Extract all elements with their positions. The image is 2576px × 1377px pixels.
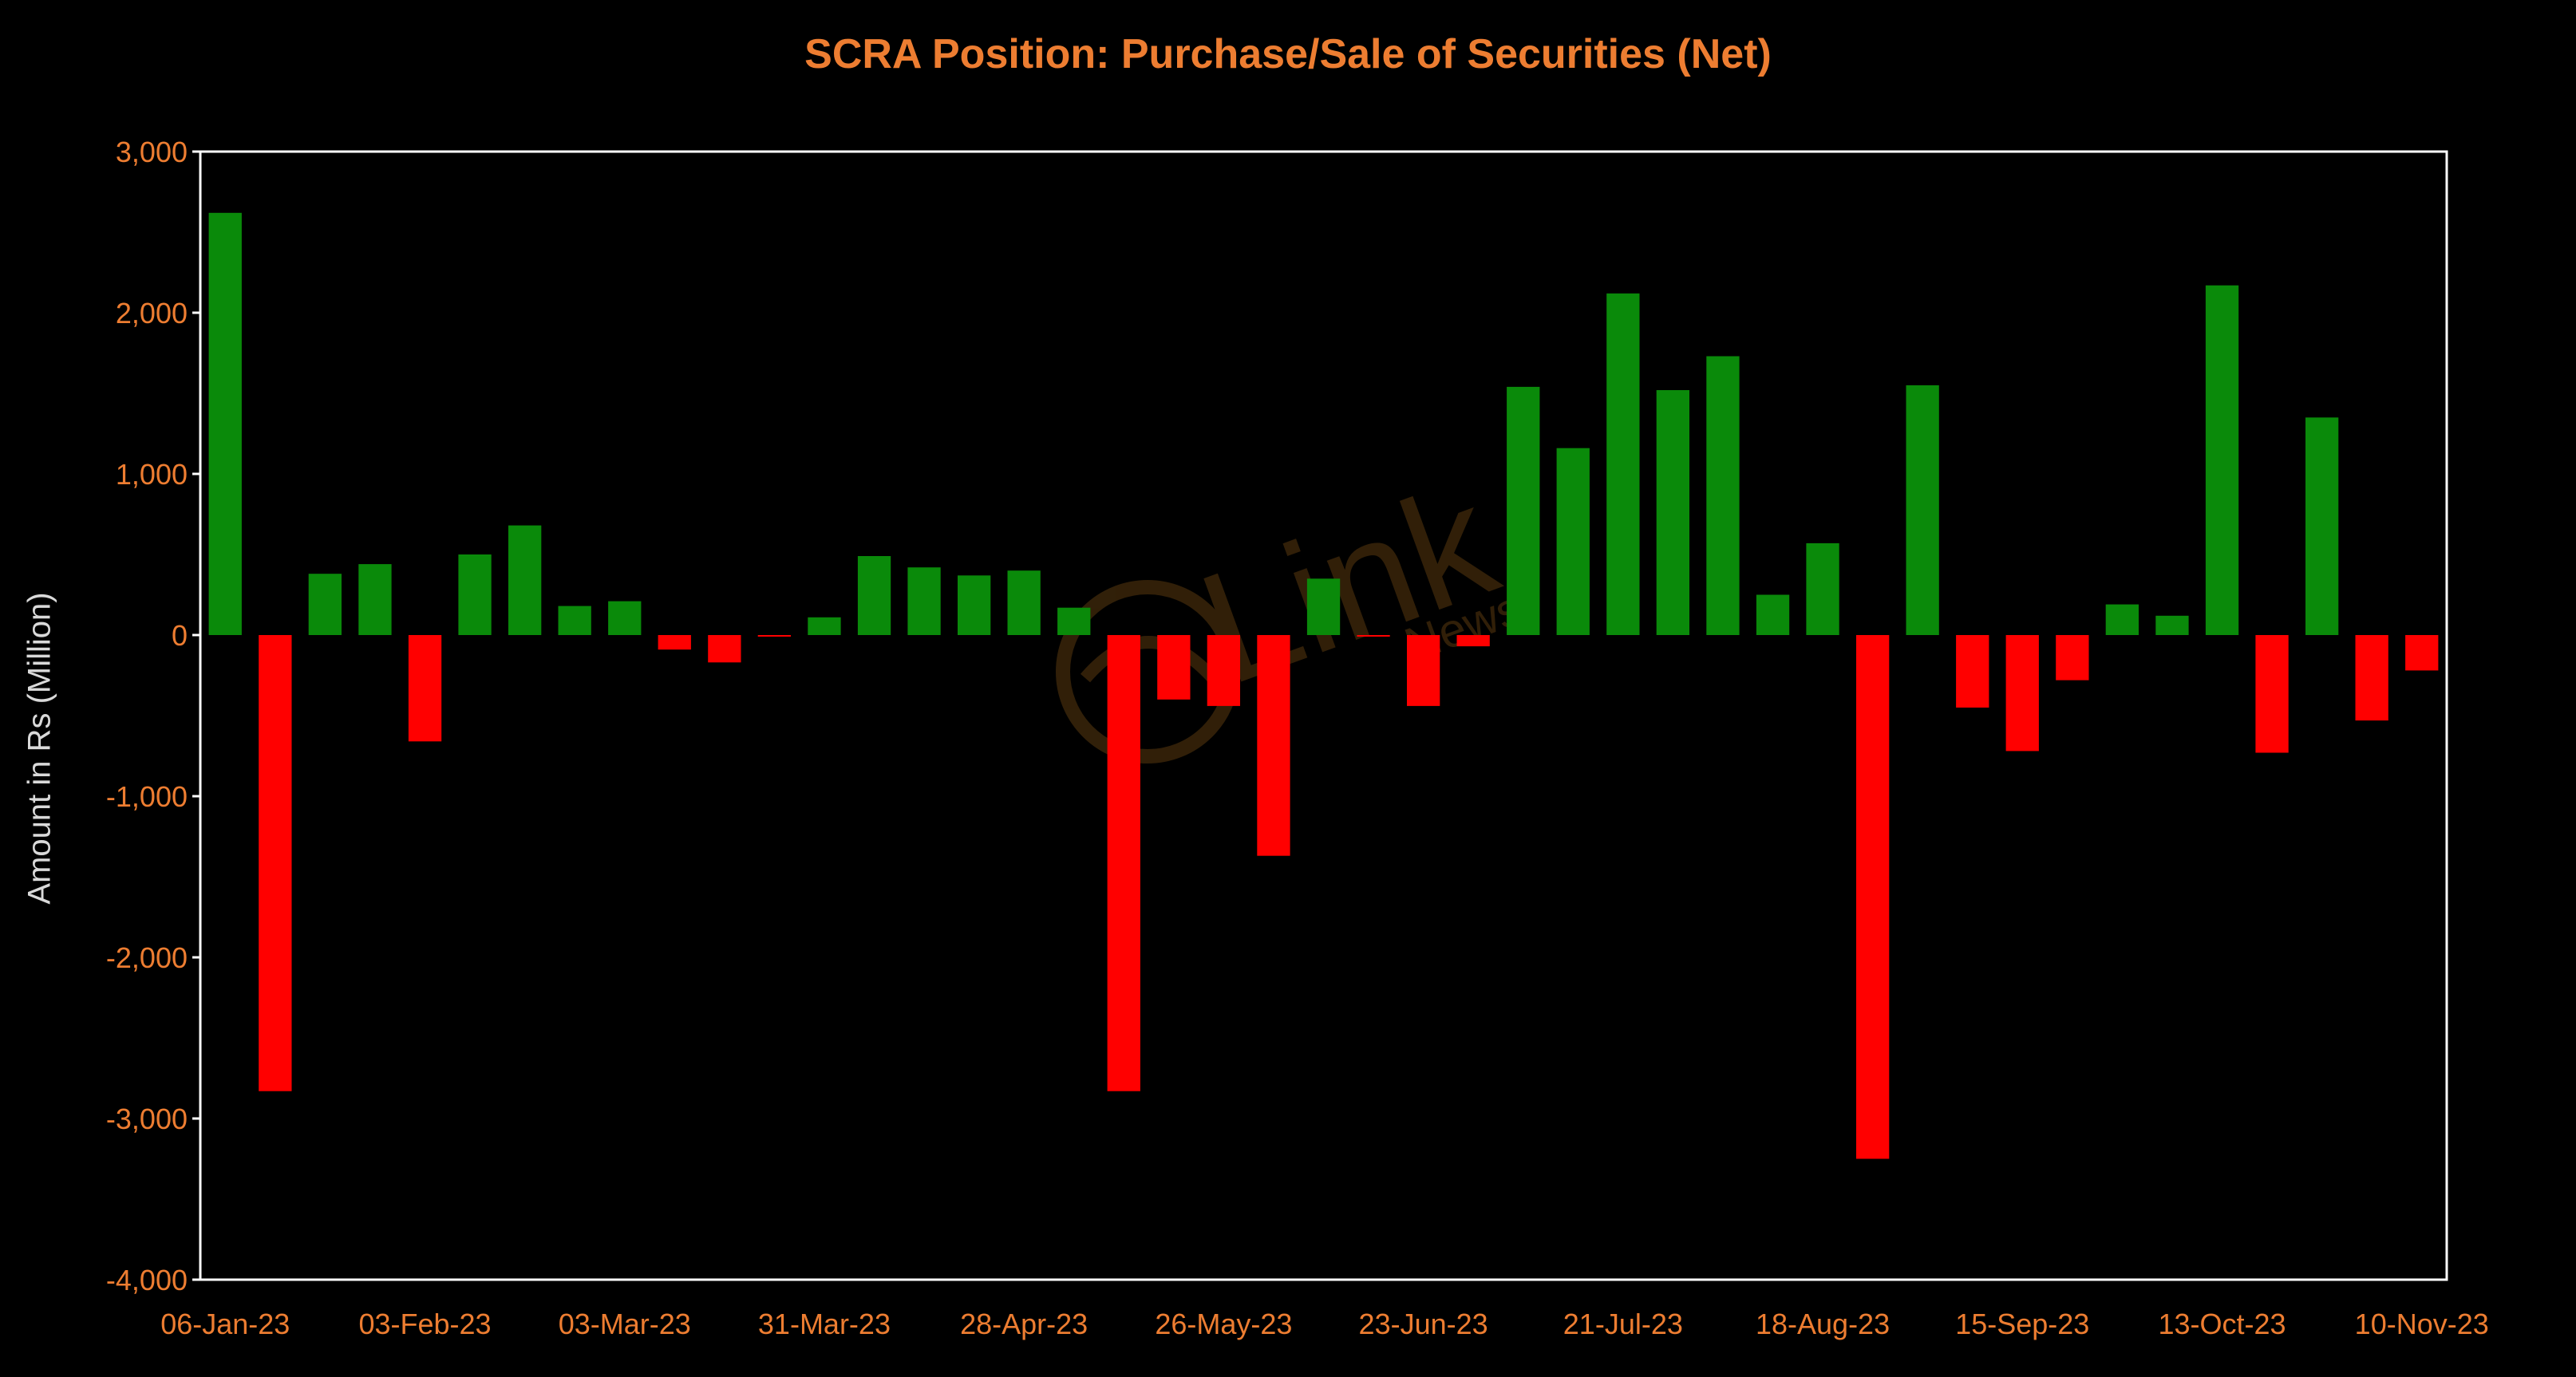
bar (1956, 635, 1989, 708)
bar (1856, 635, 1890, 1159)
bar (658, 635, 691, 650)
bar (2255, 635, 2289, 753)
y-tick-label: 2,000 (116, 297, 188, 329)
bar (458, 554, 492, 635)
bar (2105, 604, 2139, 635)
chart-title: SCRA Position: Purchase/Sale of Securiti… (804, 31, 1772, 77)
y-tick-label: -4,000 (106, 1264, 188, 1296)
y-tick-label: -3,000 (106, 1103, 188, 1135)
bar (2005, 635, 2039, 752)
bar (608, 601, 642, 635)
x-tick-label: 18-Aug-23 (1756, 1308, 1890, 1340)
plot-area-frame (199, 150, 2448, 1281)
bar (2056, 635, 2089, 681)
y-axis-ticks: 3,000 2,000 1,000 0 -1,000 -2,000 -3,000 -4,000 (106, 136, 200, 1296)
bar (1157, 635, 1191, 700)
bar (208, 212, 242, 635)
bar (2405, 635, 2439, 671)
bar (708, 635, 741, 663)
bar (2355, 635, 2388, 721)
x-tick-label: 23-Jun-23 (1359, 1308, 1488, 1340)
bar (958, 575, 991, 635)
x-tick-label: 13-Oct-23 (2158, 1308, 2286, 1340)
x-axis-ticks: 06-Jan-23 03-Feb-23 03-Mar-23 31-Mar-23 28-A… (160, 1308, 2489, 1340)
bar (1456, 635, 1490, 647)
bar (907, 567, 941, 635)
x-tick-label: 31-Mar-23 (758, 1308, 891, 1340)
x-tick-label: 03-Feb-23 (358, 1308, 491, 1340)
bar (1107, 635, 1140, 1091)
x-tick-label: 28-Apr-23 (960, 1308, 1088, 1340)
bar (1507, 386, 1540, 635)
y-tick-label: -1,000 (106, 780, 188, 813)
bar (1756, 594, 1790, 635)
bar (508, 525, 542, 635)
bar (558, 606, 591, 635)
bar (259, 635, 292, 1091)
bar (408, 635, 442, 742)
bar (2155, 615, 2189, 635)
bar (1606, 293, 1640, 635)
bar (757, 635, 791, 637)
bar (857, 556, 891, 635)
x-tick-label: 06-Jan-23 (160, 1308, 290, 1340)
x-tick-label: 21-Jul-23 (1563, 1308, 1683, 1340)
x-tick-label: 10-Nov-23 (2355, 1308, 2489, 1340)
x-tick-label: 03-Mar-23 (559, 1308, 691, 1340)
bar (1656, 390, 1689, 635)
bar (2305, 417, 2339, 635)
bar (1407, 635, 1440, 706)
bar (1207, 635, 1240, 706)
bar (808, 617, 841, 635)
bars-group (208, 212, 2439, 1159)
bar (1057, 607, 1091, 635)
bar (1556, 448, 1590, 635)
bar (1357, 635, 1390, 637)
y-tick-label: 0 (172, 619, 188, 652)
bar (1706, 356, 1740, 635)
bar (1806, 543, 1839, 635)
bar (358, 564, 392, 635)
bar (1906, 385, 1939, 635)
y-tick-label: 1,000 (116, 458, 188, 491)
y-tick-label: 3,000 (116, 136, 188, 168)
x-tick-label: 26-May-23 (1155, 1308, 1292, 1340)
x-tick-label: 15-Sep-23 (1955, 1308, 2089, 1340)
bar (2205, 285, 2239, 635)
bar (1257, 635, 1290, 856)
y-tick-label: -2,000 (106, 941, 188, 974)
bar (1007, 570, 1041, 635)
bar (308, 574, 342, 635)
bar (1306, 578, 1341, 635)
